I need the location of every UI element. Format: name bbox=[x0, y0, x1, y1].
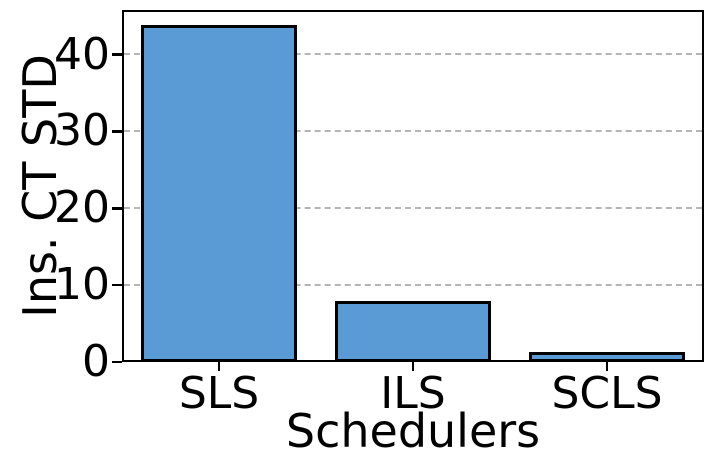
x-tick-mark bbox=[217, 362, 221, 371]
y-tick-label: 40 bbox=[54, 28, 110, 80]
y-tick-mark bbox=[112, 207, 122, 210]
gridline-y20 bbox=[124, 207, 702, 210]
x-tick-label: SCLS bbox=[551, 368, 663, 419]
x-axis-label: Schedulers bbox=[285, 404, 541, 458]
bar-scls bbox=[529, 352, 685, 362]
y-tick-label: 30 bbox=[54, 105, 110, 157]
bar-ils bbox=[335, 301, 491, 362]
bar-sls bbox=[141, 25, 297, 362]
x-tick-label: SLS bbox=[178, 368, 260, 419]
y-tick-mark bbox=[112, 283, 122, 287]
y-tick-label: 20 bbox=[54, 182, 110, 234]
x-tick-mark bbox=[605, 362, 609, 371]
y-tick-mark bbox=[112, 130, 122, 133]
gridline-y10 bbox=[124, 283, 702, 286]
gridline-y30 bbox=[124, 130, 702, 133]
y-tick-label: 0 bbox=[82, 336, 110, 387]
y-tick-mark bbox=[112, 53, 122, 56]
y-tick-mark bbox=[112, 360, 122, 364]
x-tick-mark bbox=[411, 362, 415, 371]
y-tick-label: 10 bbox=[54, 259, 110, 311]
gridline-y40 bbox=[124, 53, 702, 56]
x-tick-label: ILS bbox=[380, 368, 446, 419]
